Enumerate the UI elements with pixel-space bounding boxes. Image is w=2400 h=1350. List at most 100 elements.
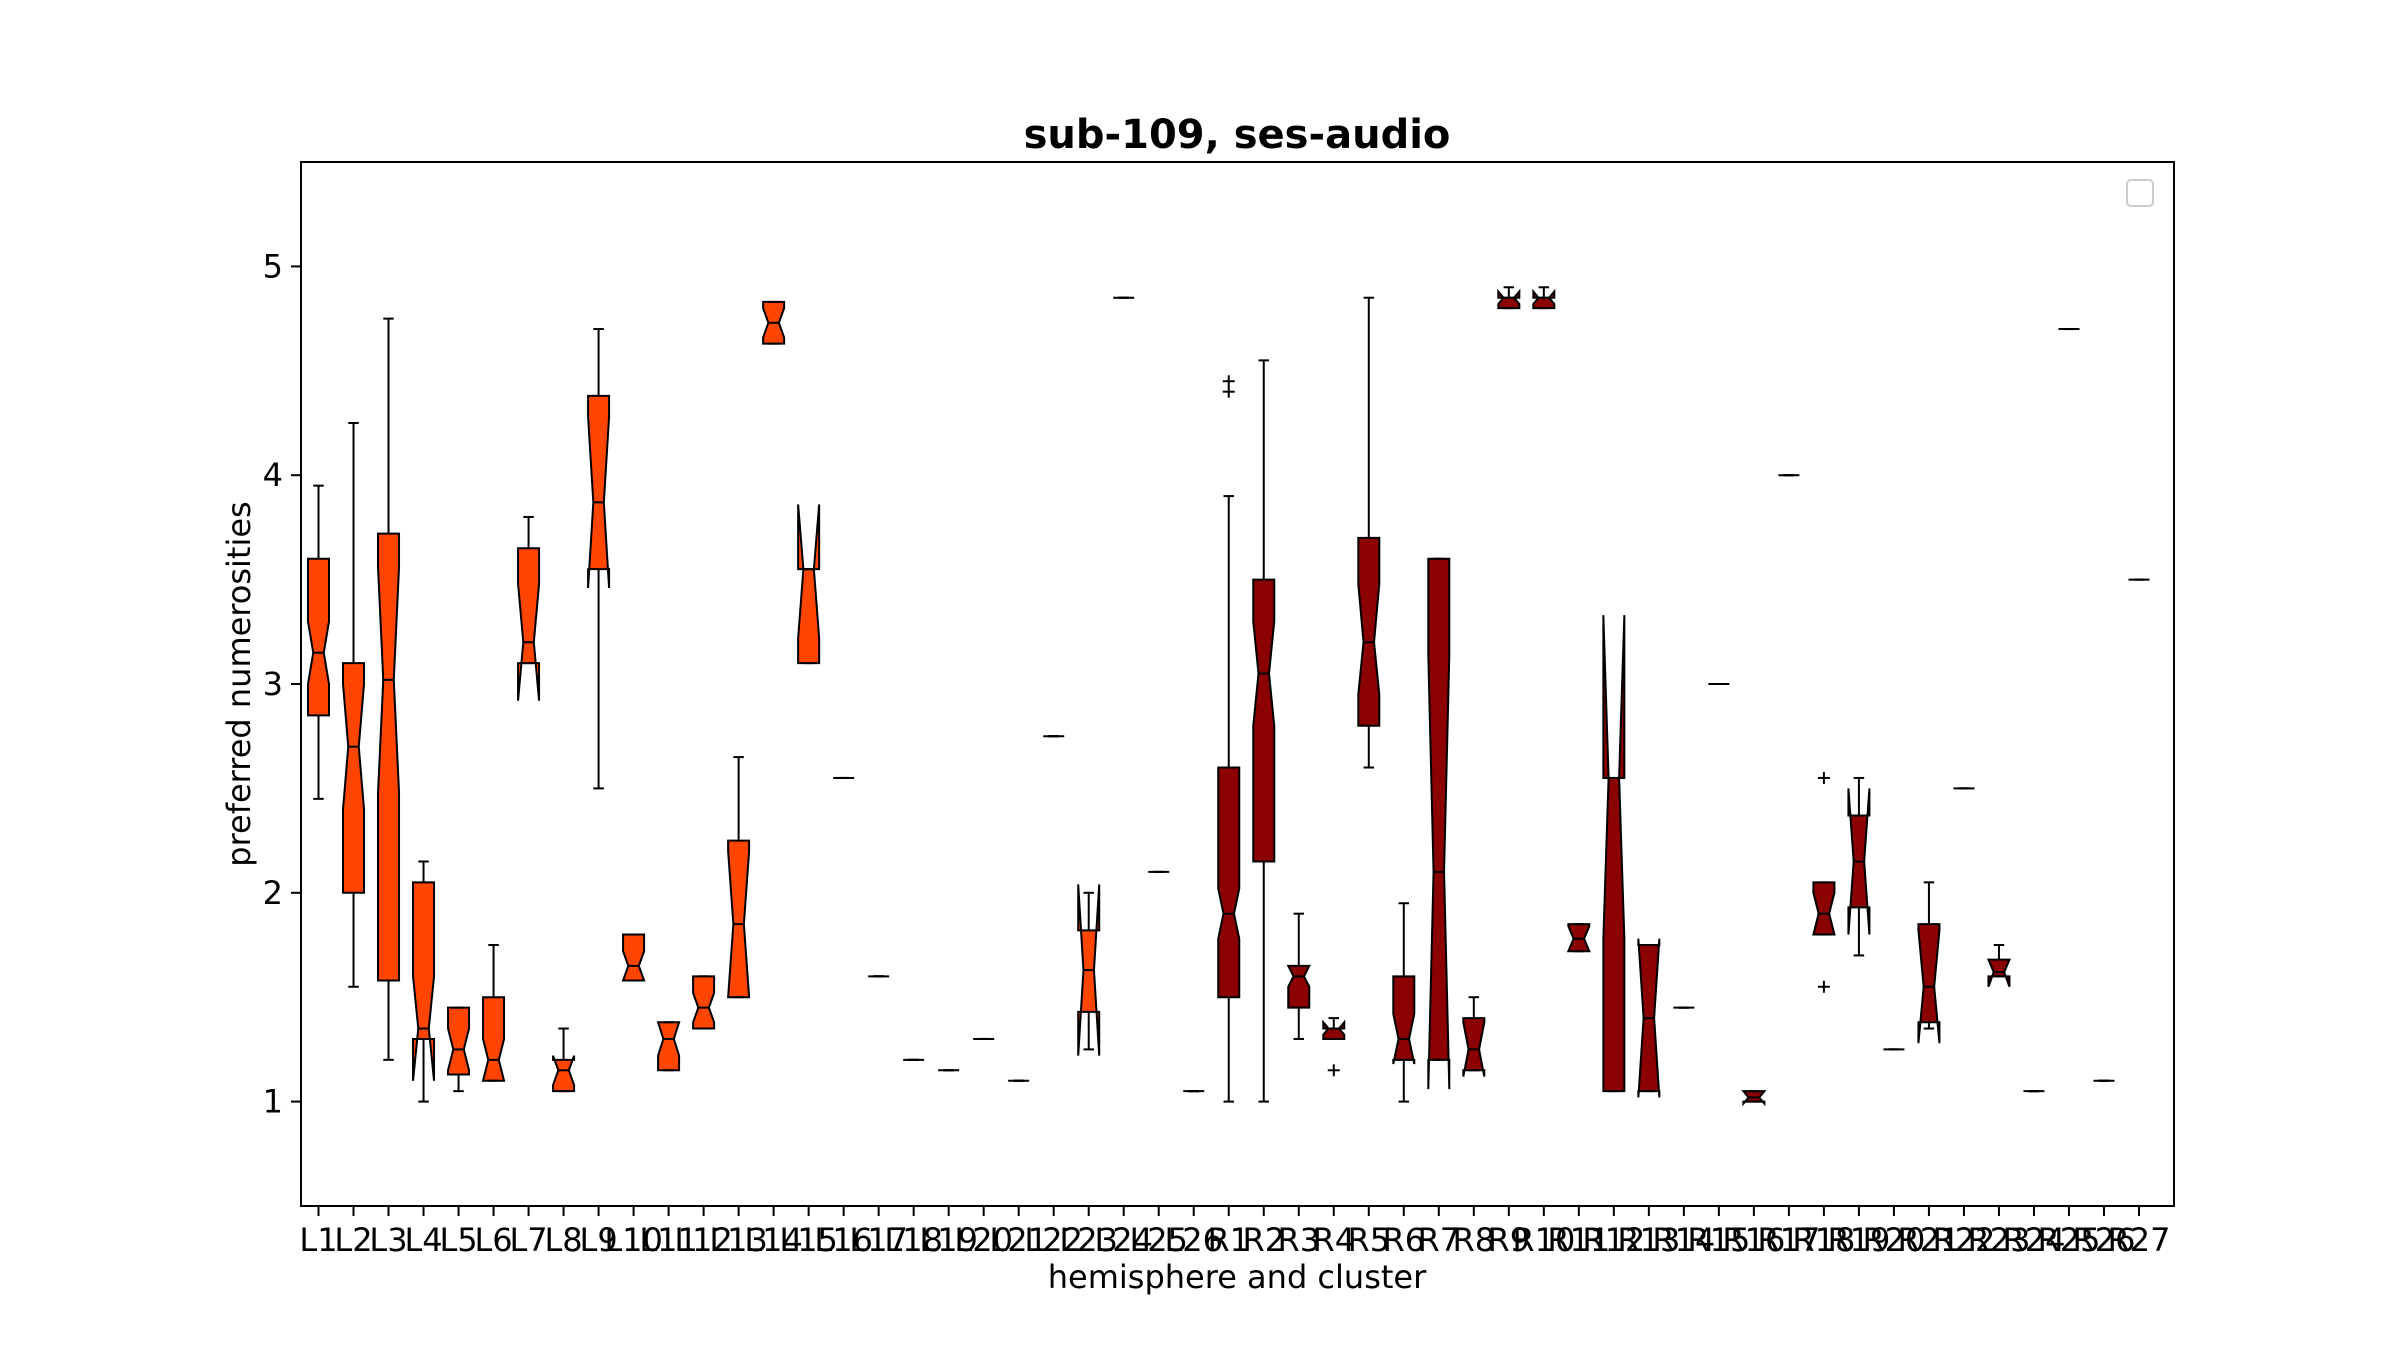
x-tick-label: L10	[604, 1221, 663, 1259]
x-tick-label: L21	[989, 1221, 1048, 1259]
x-tick-label: R6	[1382, 1221, 1425, 1259]
x-tick-label: L4	[404, 1221, 442, 1259]
y-tick-label: 1	[263, 1083, 283, 1121]
box-R3	[1286, 912, 1311, 1040]
box-R8	[1462, 996, 1486, 1077]
box-body	[1357, 536, 1381, 727]
flier-point	[1817, 980, 1830, 993]
x-tick-label: R27	[2108, 1221, 2171, 1259]
box-L2	[342, 422, 366, 988]
box-L14	[762, 300, 786, 345]
x-tick-label: L24	[1094, 1221, 1153, 1259]
y-tick-label: 4	[263, 456, 283, 494]
x-tick-label: R23	[1967, 1221, 2030, 1259]
x-tick-label: R15	[1687, 1221, 1750, 1259]
box-body	[1497, 288, 1521, 310]
box-body	[1252, 578, 1276, 863]
box-body	[481, 996, 506, 1082]
x-tick-label: R17	[1757, 1221, 1820, 1259]
box-body	[1812, 881, 1836, 936]
x-axis-label: hemisphere and cluster	[1048, 1258, 1427, 1296]
box-body	[1322, 1019, 1346, 1040]
box-L6	[481, 944, 506, 1082]
box-body	[1602, 615, 1626, 1093]
box-L13	[727, 756, 751, 999]
box-R2	[1252, 359, 1276, 1103]
box-L11	[656, 1021, 681, 1072]
x-tick-label: L25	[1129, 1221, 1188, 1259]
box-R10	[1532, 286, 1556, 310]
box-body	[621, 933, 646, 982]
box-body	[797, 504, 821, 665]
box-L3	[377, 317, 401, 1061]
y-tick-label: 5	[263, 247, 283, 285]
x-tick-label: R4	[1312, 1221, 1355, 1259]
x-tick-label: R22	[1932, 1221, 1995, 1259]
x-tick-label: L1	[299, 1221, 337, 1259]
x-tick-label: L14	[744, 1221, 803, 1259]
x-tick-label: L26	[1164, 1221, 1223, 1259]
x-tick-label: R1	[1207, 1221, 1250, 1259]
x-tick-label: L3	[369, 1221, 407, 1259]
legend-box[interactable]	[2126, 179, 2154, 207]
x-tick-label: R9	[1488, 1221, 1531, 1259]
box-body	[552, 1055, 576, 1093]
flier-point	[1817, 771, 1830, 784]
box-R19	[1847, 776, 1871, 957]
x-tick-label: R11	[1547, 1221, 1610, 1259]
x-tick-label: L9	[579, 1221, 617, 1259]
box-body	[587, 394, 611, 589]
x-tick-label: L18	[884, 1221, 943, 1259]
box-L7	[517, 515, 541, 701]
x-tick-label: R3	[1277, 1221, 1320, 1259]
flier-point	[1222, 385, 1235, 398]
x-tick-label: R12	[1582, 1221, 1645, 1259]
box-R11	[1566, 923, 1591, 953]
box-body	[1917, 923, 1941, 1044]
x-tick-label: R7	[1418, 1221, 1461, 1259]
x-tick-label: R2	[1242, 1221, 1285, 1259]
y-tick-label: 3	[263, 665, 283, 703]
box-L5	[447, 1006, 471, 1093]
y-axis-label: preferred numerosities	[220, 501, 258, 866]
box-L8	[552, 1027, 576, 1093]
x-tick-label: R13	[1617, 1221, 1680, 1259]
box-R13	[1637, 938, 1661, 1098]
box-R16	[1741, 1090, 1767, 1107]
box-R23	[1986, 944, 2011, 988]
box-body	[1532, 288, 1556, 310]
box-R12	[1602, 615, 1626, 1093]
flier-point	[1327, 1064, 1340, 1077]
x-tick-label: R14	[1652, 1221, 1715, 1259]
chart-title: sub-109, ses-audio	[1024, 112, 1451, 158]
x-tick-label: L20	[954, 1221, 1013, 1259]
flier-point	[1222, 375, 1235, 388]
box-L10	[621, 933, 646, 982]
y-axis: 1 2 3 4 5	[263, 247, 301, 1121]
plot-area	[307, 286, 2150, 1107]
x-tick-label: L7	[509, 1221, 547, 1259]
box-body	[307, 557, 331, 717]
box-body	[1427, 557, 1451, 1090]
box-L4	[412, 860, 436, 1103]
box-R1	[1217, 375, 1241, 1103]
x-tick-label: L23	[1059, 1221, 1118, 1259]
box-L23	[1077, 884, 1101, 1056]
x-tick-label: R19	[1827, 1221, 1890, 1259]
x-axis: L1L2L3L4L5L6L7L8L9L10L11L12L13L14L15L16L…	[299, 1206, 2170, 1259]
box-L9	[587, 328, 611, 790]
box-body	[1392, 975, 1416, 1065]
x-tick-label: L11	[639, 1221, 698, 1259]
box-R6	[1392, 902, 1416, 1103]
box-body	[1462, 1017, 1486, 1077]
x-tick-label: R20	[1862, 1221, 1925, 1259]
box-body	[1986, 958, 2011, 988]
x-tick-label: R24	[2002, 1221, 2065, 1259]
box-R5	[1357, 296, 1381, 769]
box-L15	[797, 504, 821, 665]
box-R7	[1427, 557, 1451, 1090]
box-body	[1286, 964, 1311, 1009]
box-R9	[1497, 286, 1521, 310]
